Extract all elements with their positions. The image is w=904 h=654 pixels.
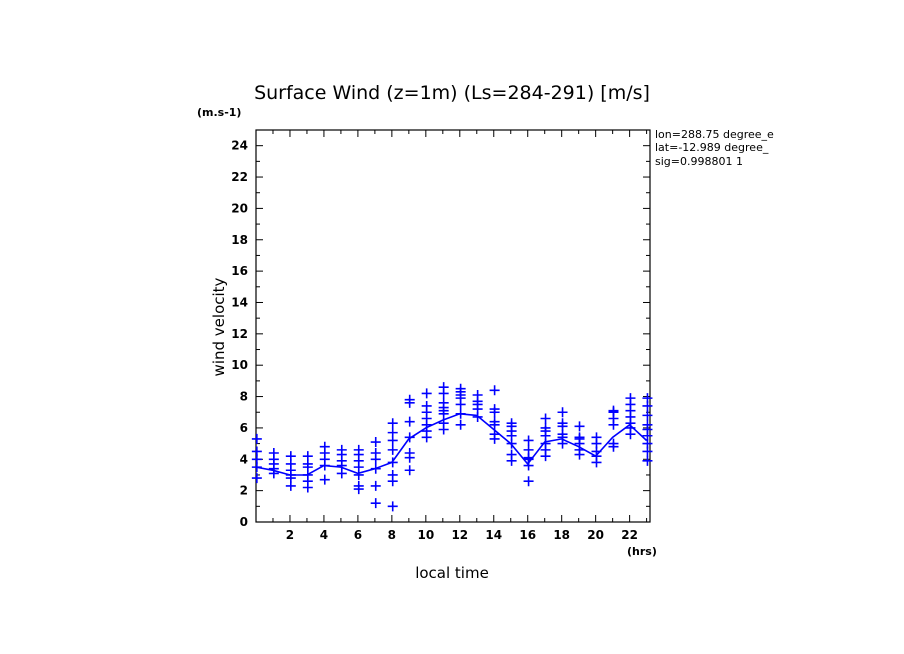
- data-point-marker: [387, 444, 398, 455]
- data-point-marker: [421, 400, 432, 411]
- x-tick-label: 18: [553, 528, 570, 542]
- x-tick-label: 2: [286, 528, 294, 542]
- y-tick-label: 10: [231, 358, 248, 372]
- y-tick-label: 0: [240, 515, 248, 529]
- chart-title: Surface Wind (z=1m) (Ls=284-291) [m/s]: [254, 82, 650, 104]
- data-point-marker: [251, 473, 262, 484]
- data-point-marker: [387, 469, 398, 480]
- data-point-marker: [387, 427, 398, 438]
- x-tick-label: 22: [621, 528, 638, 542]
- data-point-marker: [557, 407, 568, 418]
- data-point-marker: [421, 388, 432, 399]
- y-tick-label: 22: [231, 170, 248, 184]
- data-point-marker: [506, 449, 517, 460]
- data-point-marker: [472, 389, 483, 400]
- data-point-marker: [336, 444, 347, 455]
- data-point-marker: [438, 397, 449, 408]
- data-point-marker: [268, 448, 279, 459]
- y-tick-label: 12: [231, 327, 248, 341]
- y-tick-label: 18: [231, 233, 248, 247]
- x-tick-label: 14: [485, 528, 502, 542]
- x-tick-label: 12: [451, 528, 468, 542]
- y-axis-label: wind velocity: [210, 277, 228, 376]
- data-point-marker: [438, 418, 449, 429]
- plot-frame: [255, 129, 651, 523]
- data-point-marker: [353, 480, 364, 491]
- data-point-marker: [455, 383, 466, 394]
- data-point-marker: [404, 432, 415, 443]
- y-tick-label: 4: [240, 452, 248, 466]
- data-point-marker: [574, 421, 585, 432]
- data-point-marker: [387, 501, 398, 512]
- data-point-marker: [642, 455, 653, 466]
- data-point-marker: [438, 382, 449, 393]
- data-point-marker: [523, 476, 534, 487]
- x-tick-label: 10: [417, 528, 434, 542]
- data-point-marker: [591, 432, 602, 443]
- data-point-marker: [574, 432, 585, 443]
- data-point-marker: [540, 413, 551, 424]
- x-axis-unit: (hrs): [627, 545, 657, 558]
- x-tick-label: 8: [388, 528, 396, 542]
- y-axis-unit: (m.s-1): [197, 106, 241, 119]
- data-point-marker: [608, 438, 619, 449]
- annotation-lat: lat=-12.989 degree_: [655, 141, 769, 154]
- data-point-marker: [642, 393, 653, 404]
- data-point-marker: [489, 416, 500, 427]
- data-point-marker: [319, 474, 330, 485]
- data-point-marker: [523, 444, 534, 455]
- data-point-marker: [387, 457, 398, 468]
- data-point-marker: [404, 465, 415, 476]
- y-tick-label: 16: [231, 264, 248, 278]
- data-point-marker: [285, 451, 296, 462]
- data-point-marker: [642, 419, 653, 430]
- data-point-marker: [251, 446, 262, 457]
- y-tick-label: 8: [240, 390, 248, 404]
- annotation-sig: sig=0.998801 1: [655, 155, 743, 168]
- x-axis-label: local time: [415, 564, 489, 582]
- data-point-marker: [302, 451, 313, 462]
- data-point-marker: [489, 385, 500, 396]
- x-tick-label: 16: [519, 528, 536, 542]
- data-point-marker: [370, 437, 381, 448]
- data-point-marker: [370, 463, 381, 474]
- mean-wind-line: [255, 412, 648, 476]
- y-tick-label: 2: [240, 484, 248, 498]
- y-tick-label: 14: [231, 295, 248, 309]
- data-point-marker: [608, 405, 619, 416]
- data-point-marker: [251, 433, 262, 444]
- data-point-marker: [370, 498, 381, 509]
- x-tick-label: 6: [354, 528, 362, 542]
- data-point-marker: [489, 429, 500, 440]
- annotation-block: lon=288.75 degree_e lat=-12.989 degree_ …: [655, 128, 774, 168]
- data-point-marker: [404, 416, 415, 427]
- data-point-marker: [557, 418, 568, 429]
- data-point-marker: [455, 408, 466, 419]
- data-point-marker: [506, 418, 517, 429]
- data-point-marker: [489, 404, 500, 415]
- y-tick-label: 24: [231, 139, 248, 153]
- data-point-marker: [319, 441, 330, 452]
- data-point-marker: [370, 480, 381, 491]
- data-point-marker: [455, 419, 466, 430]
- data-point-marker: [523, 435, 534, 446]
- data-point-marker: [540, 422, 551, 433]
- data-point-marker: [625, 393, 636, 404]
- y-tick-label: 6: [240, 421, 248, 435]
- data-point-marker: [387, 418, 398, 429]
- x-tick-label: 20: [587, 528, 604, 542]
- x-tick-label: 4: [320, 528, 328, 542]
- data-point-marker: [642, 410, 653, 421]
- annotation-lon: lon=288.75 degree_e: [655, 128, 774, 141]
- data-point-marker: [370, 448, 381, 459]
- y-tick-label: 20: [231, 201, 248, 215]
- data-point-marker: [353, 444, 364, 455]
- data-point-marker: [404, 448, 415, 459]
- data-point-marker: [404, 394, 415, 405]
